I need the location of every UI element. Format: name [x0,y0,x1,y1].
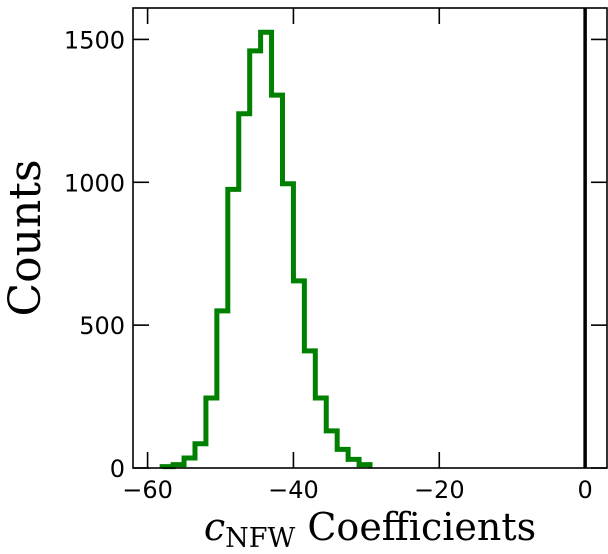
axis-ticks: −60 −40 −20 0 0 500 1000 1500 [64,8,607,504]
x-tick-label: 0 [577,476,592,504]
x-tick-label: −20 [414,476,465,504]
x-axis-label: cNFW Coefficients [204,505,536,554]
y-tick-label: 1000 [64,169,125,197]
plot-area [159,8,587,470]
histogram-series [159,29,373,470]
x-axis-label-symbol: c [204,505,225,549]
y-tick-label: 1500 [64,26,125,54]
y-tick-label: 500 [79,312,125,340]
plot-frame [132,7,608,469]
y-axis-label: Counts [0,159,51,316]
x-axis-label-text: Coefficients [295,505,536,549]
y-tick-label: 0 [110,455,125,483]
x-tick-label: −60 [122,476,173,504]
x-axis-label-subscript: NFW [225,523,295,554]
x-tick-label: −40 [268,476,319,504]
